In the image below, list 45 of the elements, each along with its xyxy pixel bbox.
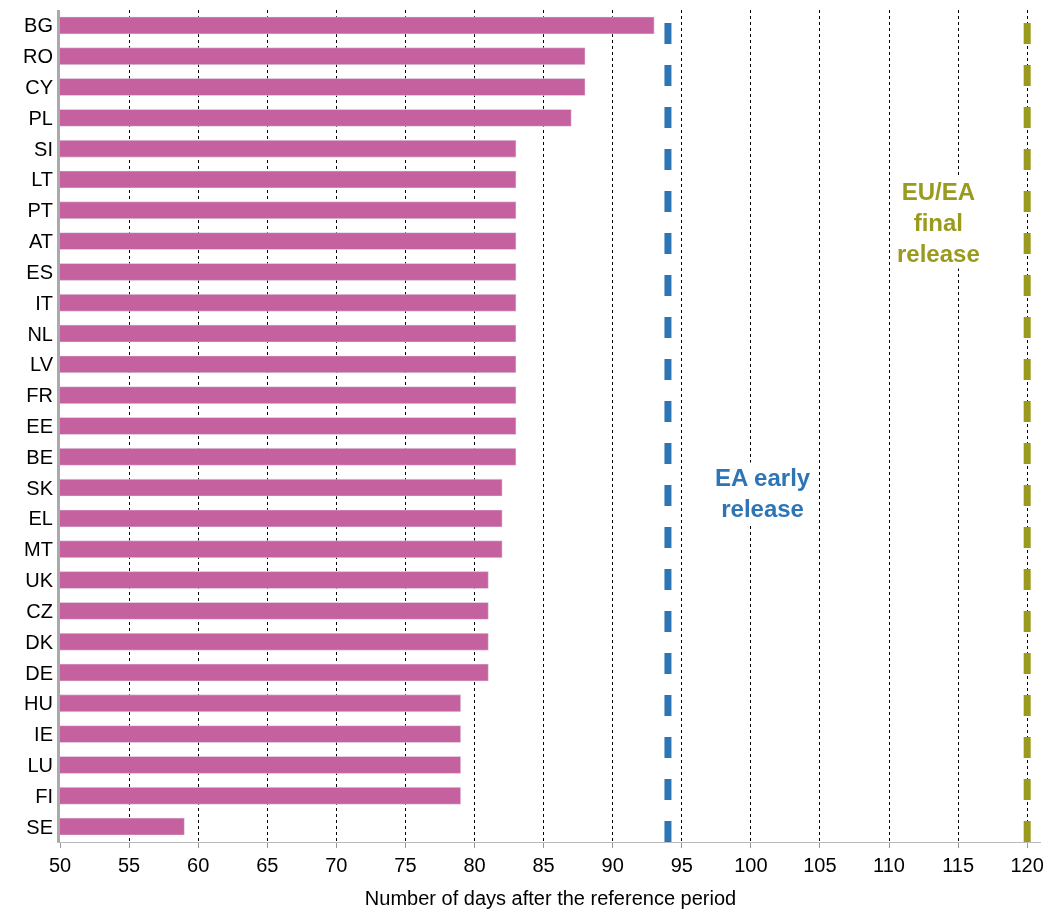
- y-tick-label: HU: [24, 692, 53, 715]
- x-tick-label: 75: [394, 854, 417, 876]
- x-axis-title: Number of days after the reference period: [364, 886, 737, 909]
- ref-line-label: EA early release: [715, 464, 811, 523]
- y-tick-label: IE: [34, 723, 53, 746]
- y-tick-label: BG: [24, 14, 53, 37]
- x-tick-label: 70: [325, 854, 348, 876]
- y-tick-label: EE: [26, 415, 53, 437]
- x-tick-label: 90: [601, 854, 624, 876]
- x-tick-label: 65: [256, 854, 279, 876]
- y-tick-label: LT: [31, 168, 53, 191]
- y-tick-label: IT: [35, 291, 53, 314]
- y-tick-label: FI: [35, 784, 53, 807]
- y-tick-label: ES: [26, 260, 53, 283]
- x-tick-label: 110: [873, 854, 905, 876]
- x-tick-label: 55: [117, 854, 141, 876]
- x-tick-label: 85: [532, 854, 555, 876]
- x-tick-label: 100: [734, 854, 768, 876]
- y-tick-label: AT: [28, 230, 53, 253]
- y-tick-label: LU: [27, 753, 53, 776]
- y-tick-label: RO: [23, 45, 53, 68]
- y-tick-label: SE: [26, 815, 53, 838]
- y-tick-label: DK: [25, 630, 54, 653]
- x-tick-label: 105: [803, 854, 837, 876]
- y-tick-label: FR: [26, 384, 53, 407]
- y-tick-label: PL: [28, 106, 53, 129]
- y-tick-label: EL: [28, 507, 53, 530]
- x-tick-label: 115: [942, 854, 975, 876]
- y-tick-label: BE: [26, 445, 53, 468]
- y-tick-label: SK: [26, 476, 54, 499]
- y-tick-label: CZ: [26, 599, 53, 622]
- y-tick-label: SI: [34, 137, 53, 160]
- ref-line-label: EU/EA final release: [897, 178, 980, 268]
- x-tick-label: 50: [48, 854, 72, 876]
- y-tick-label: CY: [25, 76, 53, 99]
- x-tick-label: 80: [463, 854, 486, 876]
- x-tick-label: 120: [1010, 854, 1044, 876]
- y-tick-label: UK: [25, 569, 54, 592]
- x-tick-label: 60: [187, 854, 210, 876]
- y-tick-label: PT: [27, 199, 53, 222]
- y-tick-label: DE: [25, 661, 53, 684]
- y-tick-label: LV: [30, 353, 54, 376]
- y-tick-label: NL: [27, 322, 53, 345]
- x-tick-label: 95: [670, 854, 693, 876]
- y-tick-label: MT: [24, 538, 53, 561]
